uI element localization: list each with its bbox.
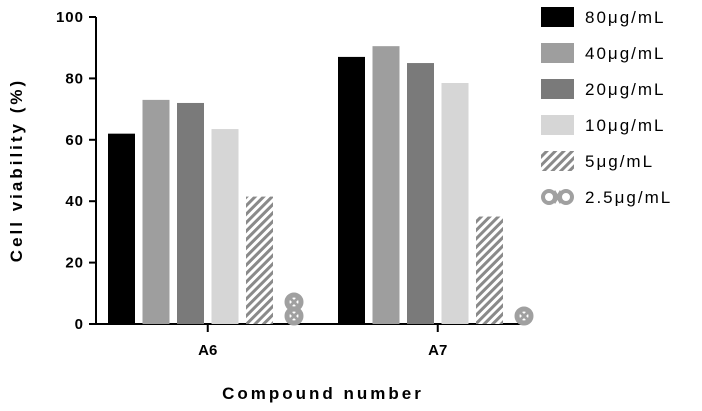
x-axis-title: Compound number xyxy=(222,384,424,403)
bar-a7-20gml xyxy=(407,63,434,324)
y-tick-label: 100 xyxy=(56,9,84,26)
bar-a7-80gml xyxy=(338,57,365,324)
bar-a7-5gml xyxy=(476,217,503,324)
legend-swatch-5gml xyxy=(541,151,574,171)
legend-swatch-10gml xyxy=(541,115,574,135)
x-tick-label: A7 xyxy=(428,342,447,359)
bar-a6-5gml xyxy=(246,197,273,324)
bar-a7-10gml xyxy=(442,83,469,324)
legend-label-40gml: 40μg/mL xyxy=(585,44,666,63)
y-tick-label: 0 xyxy=(75,316,84,333)
bar-a6-80gml xyxy=(108,134,135,324)
y-axis-title: Cell viability (%) xyxy=(7,78,26,262)
legend-swatch-20gml xyxy=(541,79,574,99)
bars xyxy=(108,46,531,324)
y-tick-label: 40 xyxy=(65,193,84,210)
y-ticks: 0 20 40 60 80 100 xyxy=(56,9,96,333)
x-tick-label: A6 xyxy=(198,342,217,359)
legend-label-10gml: 10μg/mL xyxy=(585,116,666,135)
legend-label-80gml: 80μg/mL xyxy=(585,8,666,27)
bar-a6-40gml xyxy=(143,100,170,324)
legend-label-5gml: 5μg/mL xyxy=(585,152,654,171)
bar-a6-2.5gml xyxy=(287,295,301,323)
bar-a6-20gml xyxy=(177,103,204,324)
legend-label-2.5gml: 2.5μg/mL xyxy=(585,188,672,207)
y-tick-label: 20 xyxy=(65,255,84,272)
bar-a6-10gml xyxy=(212,129,239,324)
legend-swatch-2.5gml xyxy=(543,191,572,203)
bar-a7-2.5gml xyxy=(517,309,531,323)
y-tick-label: 60 xyxy=(65,132,84,149)
x-ticks: A6 A7 xyxy=(198,324,447,359)
bar-a7-40gml xyxy=(373,46,400,324)
legend-swatch-40gml xyxy=(541,43,574,63)
legend-swatch-80gml xyxy=(541,7,574,27)
legend-label-20gml: 20μg/mL xyxy=(585,80,666,99)
legend: 80μg/mL 40μg/mL 20μg/mL 10μg/mL 5μg/mL 2.5μg/… xyxy=(541,7,672,207)
y-tick-label: 80 xyxy=(65,70,84,87)
